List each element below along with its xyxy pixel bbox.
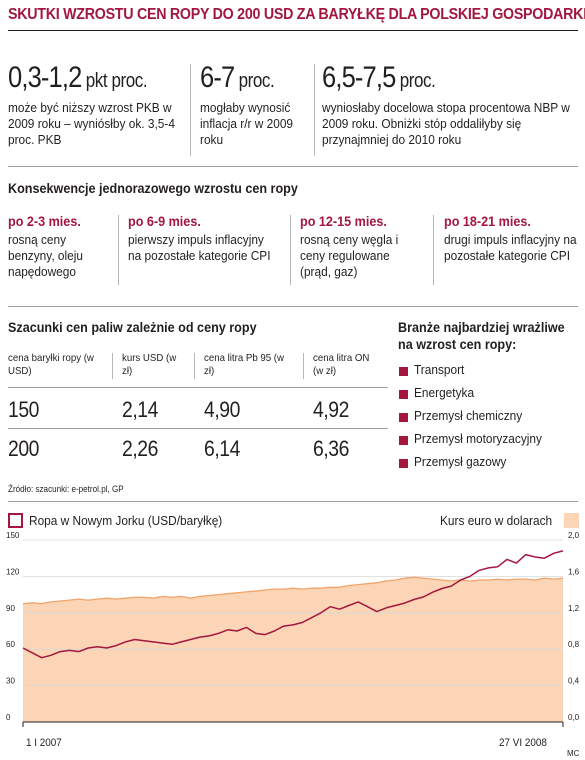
legend-label-oil: Ropa w Nowym Jorku (USD/baryłkę) <box>29 513 223 528</box>
table-rule <box>8 428 388 429</box>
prices-heading: Szacunki cen paliw zależnie od ceny ropy <box>8 319 257 335</box>
bullet-square-icon <box>399 367 408 376</box>
table-cell: 6,14 <box>204 436 240 461</box>
divider <box>433 215 434 285</box>
divider <box>190 64 191 156</box>
credit: MC <box>567 749 580 758</box>
period-label: po 12-15 mies. <box>300 213 387 229</box>
source-note: Źródło: szacunki: e-petrol.pl, GP <box>8 484 124 494</box>
stat-text: mogłaby wynosić inflacja r/r w 2009 roku <box>200 100 294 147</box>
stat-text: może być niższy wzrost PKB w 2009 roku –… <box>8 100 175 147</box>
y-tick-label-right: 0,4 <box>568 677 580 686</box>
table-rule <box>8 387 388 388</box>
legend-swatch-euro <box>564 513 579 528</box>
table-cell: 200 <box>8 436 39 461</box>
legend-label-euro: Kurs euro w dolarach <box>440 513 553 528</box>
period-label: po 6-9 mies. <box>128 213 201 229</box>
section-divider <box>8 306 578 307</box>
period-text: rosną ceny węgla i ceny regulowane (prąd… <box>300 232 399 279</box>
bullet-square-icon <box>399 390 408 399</box>
bullet-square-icon <box>399 459 408 468</box>
stat-unit: proc. <box>399 70 436 92</box>
legend-swatch-oil <box>8 513 23 528</box>
stat-value: 6,5-7,5 <box>322 61 396 94</box>
y-tick-label-right: 2,0 <box>568 531 580 540</box>
divider <box>118 215 119 285</box>
stat-unit: pkt proc. <box>85 70 148 92</box>
table-cell: 4,92 <box>313 397 349 422</box>
y-tick-label-right: 1,6 <box>568 567 580 576</box>
y-tick-label-left: 60 <box>6 640 15 649</box>
period-text: rosną ceny benzyny, oleju napędowego <box>8 232 84 279</box>
table-cell: 4,90 <box>204 397 240 422</box>
divider <box>290 215 291 285</box>
divider <box>314 64 315 156</box>
y-tick-label-right: 0,0 <box>568 713 580 722</box>
stat-unit: proc. <box>238 70 275 92</box>
divider <box>194 353 195 379</box>
period-text: pierwszy impuls inflacyjny na pozostałe … <box>128 232 271 263</box>
x-axis-end-label: 27 VI 2008 <box>499 737 547 749</box>
x-axis-start-label: 1 I 2007 <box>26 737 62 749</box>
page-title: SKUTKI WZROSTU CEN ROPY DO 200 USD ZA BA… <box>8 6 585 23</box>
consequences-heading: Konsekwencje jednorazowego wzrostu cen r… <box>8 180 298 196</box>
period-label: po 2-3 mies. <box>8 213 81 229</box>
section-divider <box>8 501 578 502</box>
divider <box>112 353 113 379</box>
y-tick-label-left: 0 <box>6 713 11 722</box>
table-header: cena baryłki ropy (w USD) <box>8 352 94 377</box>
table-cell: 6,36 <box>313 436 349 461</box>
title-divider <box>8 30 578 31</box>
bullet-square-icon <box>399 436 408 445</box>
section-divider <box>8 166 578 167</box>
y-tick-label-right: 0,8 <box>568 640 580 649</box>
table-header: kurs USD (w zł) <box>122 352 177 377</box>
period-label: po 18-21 mies. <box>444 213 531 229</box>
table-header: cena litra ON (w zł) <box>313 352 370 377</box>
y-tick-label-right: 1,2 <box>568 604 580 613</box>
divider <box>303 353 304 379</box>
stat-text: wyniosłaby docelowa stopa procentowa NBP… <box>322 100 570 147</box>
bullet-square-icon <box>399 413 408 422</box>
y-tick-label-left: 30 <box>6 677 15 686</box>
stat-value: 0,3-1,2 <box>8 61 82 94</box>
table-cell: 2,14 <box>122 397 158 422</box>
stat-value: 6-7 <box>200 61 235 94</box>
series-line-oil <box>22 550 564 659</box>
industries-heading: Branże najbardziej wrażliwe na wzrost ce… <box>398 319 565 352</box>
series-line-euro <box>22 576 564 605</box>
y-tick-label-left: 90 <box>6 604 15 613</box>
y-tick-label-left: 120 <box>6 567 20 576</box>
table-header: cena litra Pb 95 (w zł) <box>204 352 285 377</box>
table-cell: 150 <box>8 397 39 422</box>
table-cell: 2,26 <box>122 436 158 461</box>
period-text: drugi impuls inflacyjny na pozostałe kat… <box>444 232 577 263</box>
y-tick-label-left: 150 <box>6 531 20 540</box>
